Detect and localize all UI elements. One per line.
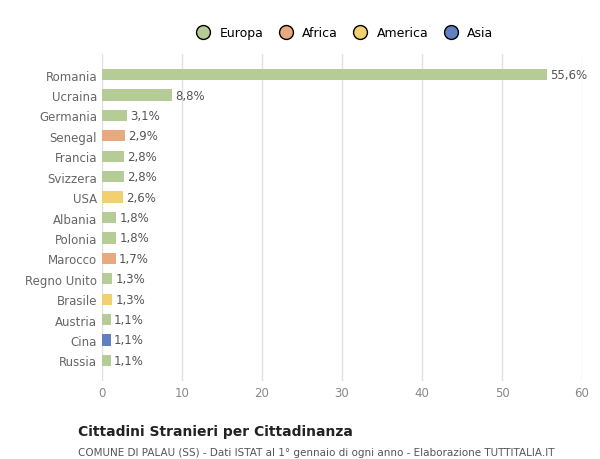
Bar <box>102 90 172 101</box>
Text: 2,8%: 2,8% <box>128 151 157 163</box>
Bar <box>102 355 111 366</box>
Bar <box>102 274 112 285</box>
Text: 55,6%: 55,6% <box>550 69 587 82</box>
Bar <box>102 213 116 224</box>
Bar <box>102 151 124 162</box>
Text: 1,1%: 1,1% <box>114 313 144 326</box>
Text: 1,1%: 1,1% <box>114 334 144 347</box>
Bar <box>102 253 116 264</box>
Text: 2,9%: 2,9% <box>128 130 158 143</box>
Text: 1,1%: 1,1% <box>114 354 144 367</box>
Text: 2,6%: 2,6% <box>126 191 156 204</box>
Bar <box>102 111 127 122</box>
Bar <box>102 335 111 346</box>
Text: 1,3%: 1,3% <box>116 293 145 306</box>
Text: 1,3%: 1,3% <box>116 273 145 285</box>
Text: 8,8%: 8,8% <box>176 90 205 102</box>
Text: 2,8%: 2,8% <box>128 171 157 184</box>
Bar <box>102 70 547 81</box>
Bar <box>102 314 111 325</box>
Text: 1,8%: 1,8% <box>119 212 149 224</box>
Bar <box>102 294 112 305</box>
Text: COMUNE DI PALAU (SS) - Dati ISTAT al 1° gennaio di ogni anno - Elaborazione TUTT: COMUNE DI PALAU (SS) - Dati ISTAT al 1° … <box>78 448 554 458</box>
Text: 3,1%: 3,1% <box>130 110 160 123</box>
Bar <box>102 131 125 142</box>
Text: 1,8%: 1,8% <box>119 232 149 245</box>
Legend: Europa, Africa, America, Asia: Europa, Africa, America, Asia <box>185 22 499 45</box>
Bar <box>102 233 116 244</box>
Text: Cittadini Stranieri per Cittadinanza: Cittadini Stranieri per Cittadinanza <box>78 425 353 438</box>
Bar <box>102 172 124 183</box>
Bar <box>102 192 123 203</box>
Text: 1,7%: 1,7% <box>119 252 149 265</box>
